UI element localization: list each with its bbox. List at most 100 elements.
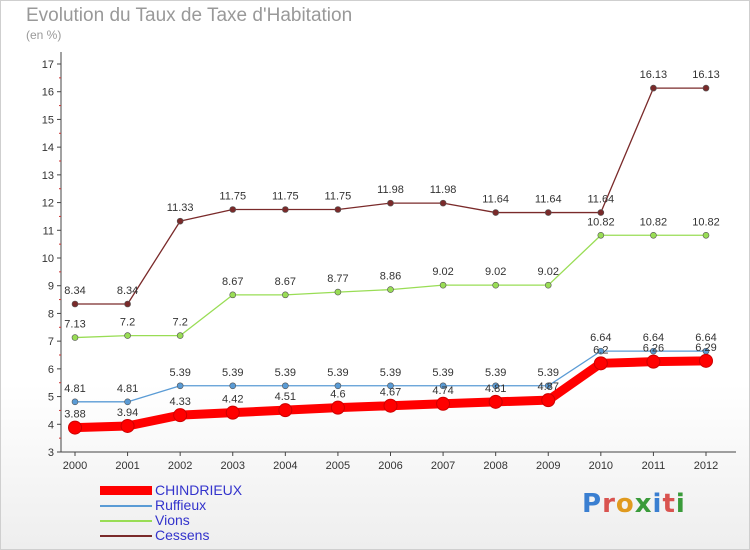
data-point bbox=[544, 281, 552, 289]
data-label: 4.74 bbox=[432, 385, 453, 397]
data-point bbox=[646, 354, 661, 369]
data-point bbox=[436, 396, 451, 411]
data-point bbox=[650, 347, 657, 355]
data-point bbox=[492, 281, 499, 289]
unit-label: (en %) bbox=[26, 28, 62, 42]
data-label: 11.75 bbox=[272, 191, 299, 203]
y-tick-label: 4 bbox=[48, 419, 54, 431]
data-point bbox=[124, 300, 131, 308]
data-point bbox=[278, 403, 293, 418]
data-label: 6.29 bbox=[695, 342, 716, 354]
data-label: 5.39 bbox=[380, 367, 401, 379]
data-point bbox=[593, 356, 608, 371]
data-point bbox=[492, 382, 499, 390]
data-point bbox=[439, 199, 447, 207]
data-label: 3.88 bbox=[64, 409, 85, 421]
data-point bbox=[439, 382, 447, 390]
logo-letter: t bbox=[662, 489, 676, 519]
data-point bbox=[383, 398, 398, 413]
data-point bbox=[597, 231, 605, 239]
data-label: 9.02 bbox=[485, 266, 506, 278]
data-point bbox=[282, 206, 289, 213]
data-point bbox=[282, 291, 289, 299]
logo-letter: o bbox=[615, 489, 635, 519]
legend-item-chindrieux: CHINDRIEUX bbox=[100, 482, 300, 499]
x-tick-label: 2009 bbox=[536, 460, 560, 472]
data-label: 10.82 bbox=[692, 216, 720, 228]
data-point bbox=[334, 206, 342, 213]
data-point bbox=[544, 209, 552, 216]
data-label: 4.67 bbox=[380, 387, 401, 399]
legend-label-chindrieux: CHINDRIEUX bbox=[155, 482, 243, 498]
x-tick-label: 2005 bbox=[326, 460, 350, 472]
data-label: 4.42 bbox=[222, 394, 243, 406]
data-label: 11.98 bbox=[377, 184, 404, 196]
y-tick-label: 13 bbox=[42, 170, 54, 182]
y-tick-label: 14 bbox=[42, 142, 54, 154]
data-label: 8.34 bbox=[117, 285, 138, 297]
data-label: 5.39 bbox=[327, 367, 348, 379]
data-point bbox=[492, 209, 499, 216]
x-tick-label: 2004 bbox=[273, 460, 297, 472]
data-point bbox=[124, 332, 131, 339]
legend-swatch-chindrieux bbox=[100, 486, 152, 495]
data-point bbox=[597, 209, 605, 216]
data-label: 5.39 bbox=[275, 367, 296, 379]
data-label: 6.64 bbox=[695, 332, 716, 344]
data-point bbox=[68, 420, 82, 435]
data-point bbox=[597, 347, 605, 355]
data-label: 5.39 bbox=[432, 367, 453, 379]
data-point bbox=[650, 231, 657, 239]
data-label: 8.34 bbox=[64, 285, 85, 297]
data-point bbox=[439, 281, 447, 289]
y-tick-label: 10 bbox=[42, 253, 54, 265]
data-point bbox=[699, 353, 713, 368]
series-layer: 8.34 8.34 11.33 11.75 11.75 11.75 11.98 11.98 11… bbox=[64, 69, 720, 435]
chart-axes: 3 4 5 6 7 8 9 10 11 12 13 14 15 16 17 2000 2001 2002 2003 2… bbox=[42, 52, 736, 472]
x-tick-label: 2001 bbox=[115, 460, 139, 472]
legend-swatch-cessens bbox=[100, 535, 152, 537]
data-label: 5.39 bbox=[169, 367, 190, 379]
data-label: 11.64 bbox=[587, 194, 614, 206]
x-tick-label: 2011 bbox=[642, 460, 666, 472]
series-ruffieux: 4.81 4.81 5.39 5.39 5.39 5.39 5.39 5.39 5.39 5.39… bbox=[64, 332, 717, 406]
y-tick-label: 6 bbox=[48, 364, 54, 376]
logo-letter: P bbox=[582, 489, 603, 519]
data-label: 8.77 bbox=[327, 273, 348, 285]
data-point bbox=[387, 199, 394, 207]
data-point bbox=[229, 206, 237, 213]
legend-swatch-ruffieux bbox=[100, 505, 152, 507]
data-point bbox=[334, 288, 342, 296]
data-point bbox=[176, 332, 184, 339]
legend-label-cessens: Cessens bbox=[155, 527, 210, 543]
legend-item-vions: Vions bbox=[100, 512, 300, 529]
x-tick-label: 2007 bbox=[431, 460, 455, 472]
data-point bbox=[71, 300, 79, 308]
x-tick-label: 2010 bbox=[589, 460, 613, 472]
y-tick-label: 12 bbox=[42, 198, 54, 210]
data-point bbox=[229, 382, 237, 390]
data-point bbox=[282, 382, 289, 390]
data-label: 5.39 bbox=[485, 367, 506, 379]
legend-label-ruffieux: Ruffieux bbox=[155, 497, 207, 513]
series-vions: 7.13 7.2 7.2 8.67 8.67 8.77 8.86 9.02 9.02 9.02 10… bbox=[64, 216, 720, 341]
legend-item-cessens: Cessens bbox=[100, 527, 300, 544]
data-label: 11.64 bbox=[482, 194, 509, 206]
data-label: 6.64 bbox=[590, 332, 611, 344]
data-label: 7.13 bbox=[64, 319, 85, 331]
data-label: 4.81 bbox=[485, 383, 506, 395]
data-point bbox=[702, 84, 710, 92]
data-label: 5.39 bbox=[222, 367, 243, 379]
data-label: 10.82 bbox=[640, 216, 668, 228]
data-label: 11.75 bbox=[219, 191, 246, 203]
data-point bbox=[387, 286, 394, 293]
data-point bbox=[176, 382, 184, 390]
data-label: 11.33 bbox=[167, 202, 194, 214]
x-tick-label: 2012 bbox=[694, 460, 718, 472]
data-label: 4.33 bbox=[169, 396, 190, 408]
x-tick-label: 2006 bbox=[378, 460, 402, 472]
y-tick-label: 9 bbox=[48, 281, 54, 293]
data-label: 16.13 bbox=[692, 69, 720, 81]
data-point bbox=[229, 291, 237, 299]
data-point bbox=[330, 400, 345, 415]
